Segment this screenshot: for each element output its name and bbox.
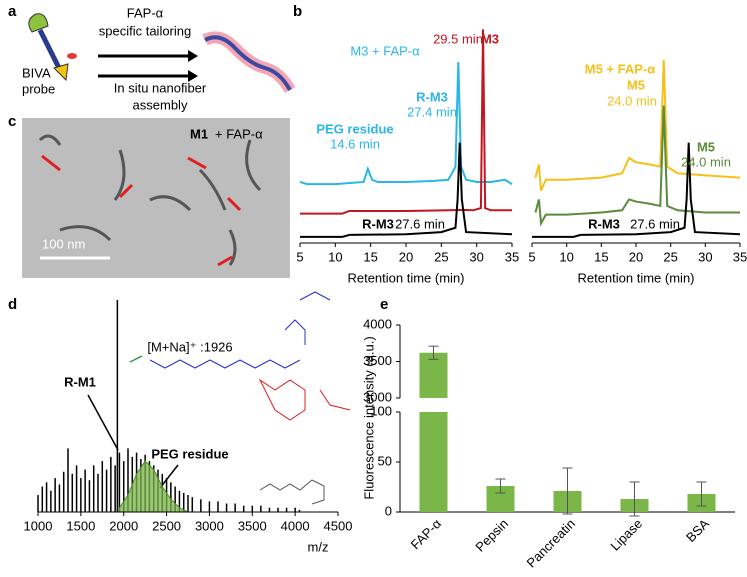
probe-head <box>28 13 49 33</box>
y-axis-title: Fluorescence intensity (a.u.) <box>361 336 376 499</box>
annotation: PEG residue <box>151 446 228 461</box>
x-tick-label: 10 <box>559 249 573 264</box>
annotation: 27.6 min <box>395 216 445 231</box>
x-tick-label: 3500 <box>238 518 267 533</box>
image-caption: + FAP-α <box>215 126 263 141</box>
x-tick-label: 1000 <box>24 518 53 533</box>
annotation: R-M1 <box>64 374 96 389</box>
spectrum-decor <box>87 291 351 505</box>
probe-tip <box>53 63 69 82</box>
x-tick-label: Lipase <box>607 516 645 554</box>
x-tick-label: Pancreatin <box>523 516 578 571</box>
y-tick-label: 50 <box>378 453 392 468</box>
bar <box>419 352 448 398</box>
scale-bar-label: 100 nm <box>42 236 85 251</box>
trace <box>299 62 513 186</box>
annotation: M5 + FAP-α <box>585 61 655 76</box>
y-tick-label: 4000 <box>363 316 392 331</box>
x-tick-label: 20 <box>399 249 413 264</box>
x-tick-label: 35 <box>733 249 747 264</box>
x-tick-label: 25 <box>434 249 448 264</box>
arrow <box>87 394 119 451</box>
x-tick-label: 4500 <box>324 518 353 533</box>
nanofiber <box>204 35 292 91</box>
annotation: 24.0 min <box>607 93 657 108</box>
annotation: 14.6 min <box>330 136 380 151</box>
x-tick-label: 25 <box>663 249 677 264</box>
annotation: M5 <box>697 139 715 154</box>
schematic-text: specific tailoring <box>99 23 192 38</box>
x-tick-label: 4000 <box>281 518 310 533</box>
annotation: 24.0 min <box>681 154 731 169</box>
red-arrow <box>41 154 242 267</box>
structure <box>259 479 325 505</box>
arrow-head <box>188 50 198 62</box>
x-tick-label: 30 <box>698 249 712 264</box>
structure <box>258 378 351 421</box>
annotation: R-M3 <box>362 216 394 231</box>
trace <box>300 142 513 238</box>
panel-label: d <box>8 296 17 313</box>
arrow-head <box>188 70 198 82</box>
panel-label: e <box>380 296 388 313</box>
x-tick-label: 2000 <box>109 518 138 533</box>
structure <box>149 359 301 369</box>
trace <box>300 29 512 215</box>
schematic-text: probe <box>22 81 55 96</box>
x-tick-label: 2500 <box>152 518 181 533</box>
annotation: M3 <box>481 31 499 46</box>
annotation: R-M3 <box>588 216 620 231</box>
panel-label: b <box>293 3 302 20</box>
annotation: M3 + FAP-α <box>350 43 420 58</box>
schematic-text: FAP-α <box>127 5 164 20</box>
x-tick-label: 30 <box>469 249 483 264</box>
probe-cut <box>67 53 77 59</box>
fiber <box>38 134 262 266</box>
annotation: PEG residue <box>316 121 393 136</box>
bar <box>419 412 448 512</box>
schematic-text: BIVA <box>22 65 51 80</box>
x-tick-label: 5 <box>296 249 303 264</box>
panel-label: a <box>8 3 17 20</box>
x-axis-title: Retention time (min) <box>577 270 694 285</box>
annotation: R-M3 <box>416 89 448 104</box>
y-tick-label: 3500 <box>363 353 392 368</box>
probe-body <box>37 28 63 72</box>
schematic-text: assembly <box>133 97 188 112</box>
annotation: 27.6 min <box>630 216 680 231</box>
x-tick-label: 35 <box>505 249 519 264</box>
nanofiber-glow <box>202 31 296 94</box>
image-caption: M1 <box>190 126 208 141</box>
y-tick-label: 100 <box>370 403 392 418</box>
schematic-text: In situ nanofiber <box>114 80 207 95</box>
trace <box>534 59 741 192</box>
annotation: 29.5 min <box>433 31 483 46</box>
annotation: [M+Na]⁺ :1926 <box>147 339 232 354</box>
x-tick-label: 10 <box>328 249 342 264</box>
x-tick-label: FAP-α <box>408 516 445 553</box>
tem-image: 100 nm M1 + FAP-α <box>22 118 290 278</box>
structure <box>284 291 331 345</box>
y-tick-label: 3000 <box>363 389 392 404</box>
x-axis-title: Retention time (min) <box>347 270 464 285</box>
x-tick-label: 15 <box>363 249 377 264</box>
annotation: 27.4 min <box>407 104 457 119</box>
x-tick-label: 3000 <box>195 518 224 533</box>
y-tick-label: 0 <box>385 503 392 518</box>
x-tick-label: 15 <box>594 249 608 264</box>
structure <box>129 355 143 363</box>
x-tick-label: BSA <box>683 516 712 545</box>
trace <box>534 105 740 227</box>
x-tick-label: 5 <box>528 249 535 264</box>
x-tick-label: Pepsin <box>472 516 511 555</box>
annotation: M5 <box>627 77 645 92</box>
x-tick-label: 1500 <box>66 518 95 533</box>
x-axis-title: m/z <box>308 539 329 554</box>
trace <box>532 142 741 238</box>
panel-label: c <box>8 113 16 130</box>
x-tick-label: 20 <box>629 249 643 264</box>
schematic: FAP-α specific tailoring BIVA probe In s… <box>22 5 296 112</box>
